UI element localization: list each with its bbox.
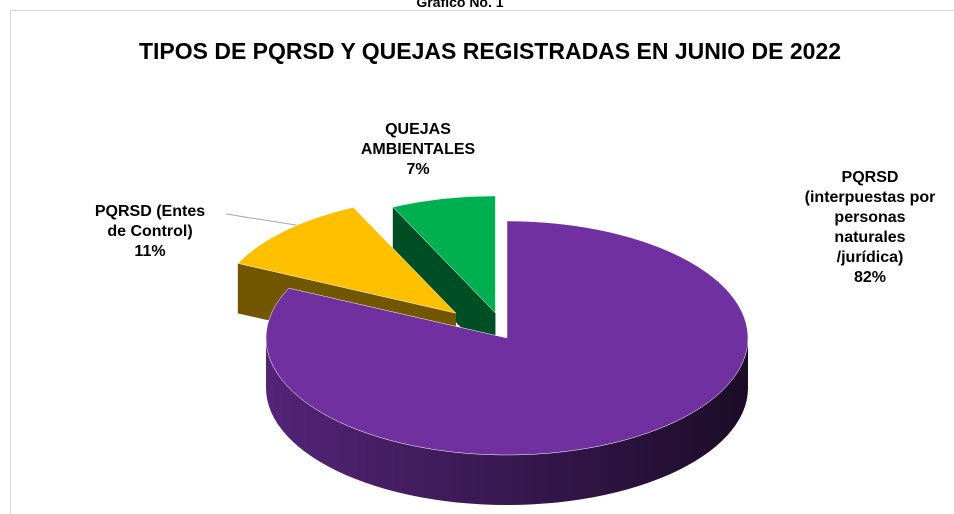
leader-line bbox=[225, 213, 303, 227]
slice bbox=[265, 220, 749, 505]
slice bbox=[392, 195, 496, 363]
data-label: PQRSD (Entes de Control) 11% bbox=[50, 202, 250, 262]
data-label: QUEJAS AMBIENTALES 7% bbox=[318, 120, 518, 180]
slice-top bbox=[392, 195, 496, 314]
category-label: PQRSD (interpuestas por personas natural… bbox=[804, 169, 936, 266]
chart-title: TIPOS DE PQRSD Y QUEJAS REGISTRADAS EN J… bbox=[138, 38, 842, 64]
value-label: 7% bbox=[406, 161, 430, 178]
data-label: PQRSD (interpuestas por personas natural… bbox=[770, 168, 954, 288]
value-label: 11% bbox=[134, 243, 166, 260]
slice-wall bbox=[266, 338, 748, 505]
slice-cut-face bbox=[392, 207, 496, 363]
slice-top bbox=[265, 220, 749, 456]
slice-top bbox=[237, 207, 457, 314]
category-label: QUEJAS AMBIENTALES bbox=[360, 121, 476, 158]
value-label: 82% bbox=[853, 269, 887, 286]
chart-frame bbox=[10, 10, 954, 514]
category-label: PQRSD (Entes de Control) bbox=[94, 203, 206, 240]
caption: Gráfico No. 1 bbox=[416, 0, 504, 10]
